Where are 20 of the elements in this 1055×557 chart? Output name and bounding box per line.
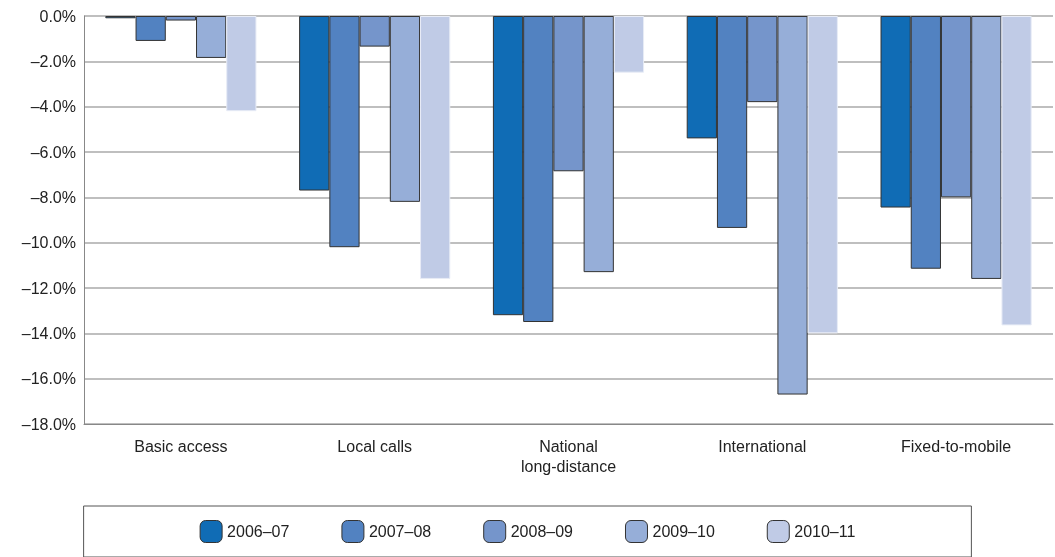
x-tick-label: International — [718, 437, 807, 455]
legend-label: 2010–11 — [794, 523, 856, 540]
y-tick-label: 0.0% — [39, 7, 76, 25]
y-tick-label: –18.0% — [21, 415, 76, 433]
y-tick-label: –8.0% — [30, 188, 76, 206]
y-tick-label: –16.0% — [21, 370, 76, 388]
y-tick-label: –4.0% — [30, 98, 76, 116]
x-tick-label: Local calls — [337, 437, 413, 455]
legend-label: 2007–08 — [368, 523, 432, 540]
y-tick-label: –2.0% — [30, 52, 76, 70]
y-tick-label: –10.0% — [21, 234, 76, 252]
legend-label: 2009–10 — [652, 523, 715, 540]
legend-label: 2006–07 — [227, 523, 290, 540]
y-tick-label: –12.0% — [21, 279, 76, 297]
x-tick-label: National long-distance — [520, 437, 617, 475]
x-tick-label: Fixed-to-mobile — [900, 437, 1012, 455]
x-tick-label: Basic access — [134, 437, 228, 455]
legend-label: 2008–09 — [510, 523, 574, 540]
y-tick-label: –14.0% — [21, 324, 76, 342]
y-tick-label: –6.0% — [30, 143, 76, 161]
